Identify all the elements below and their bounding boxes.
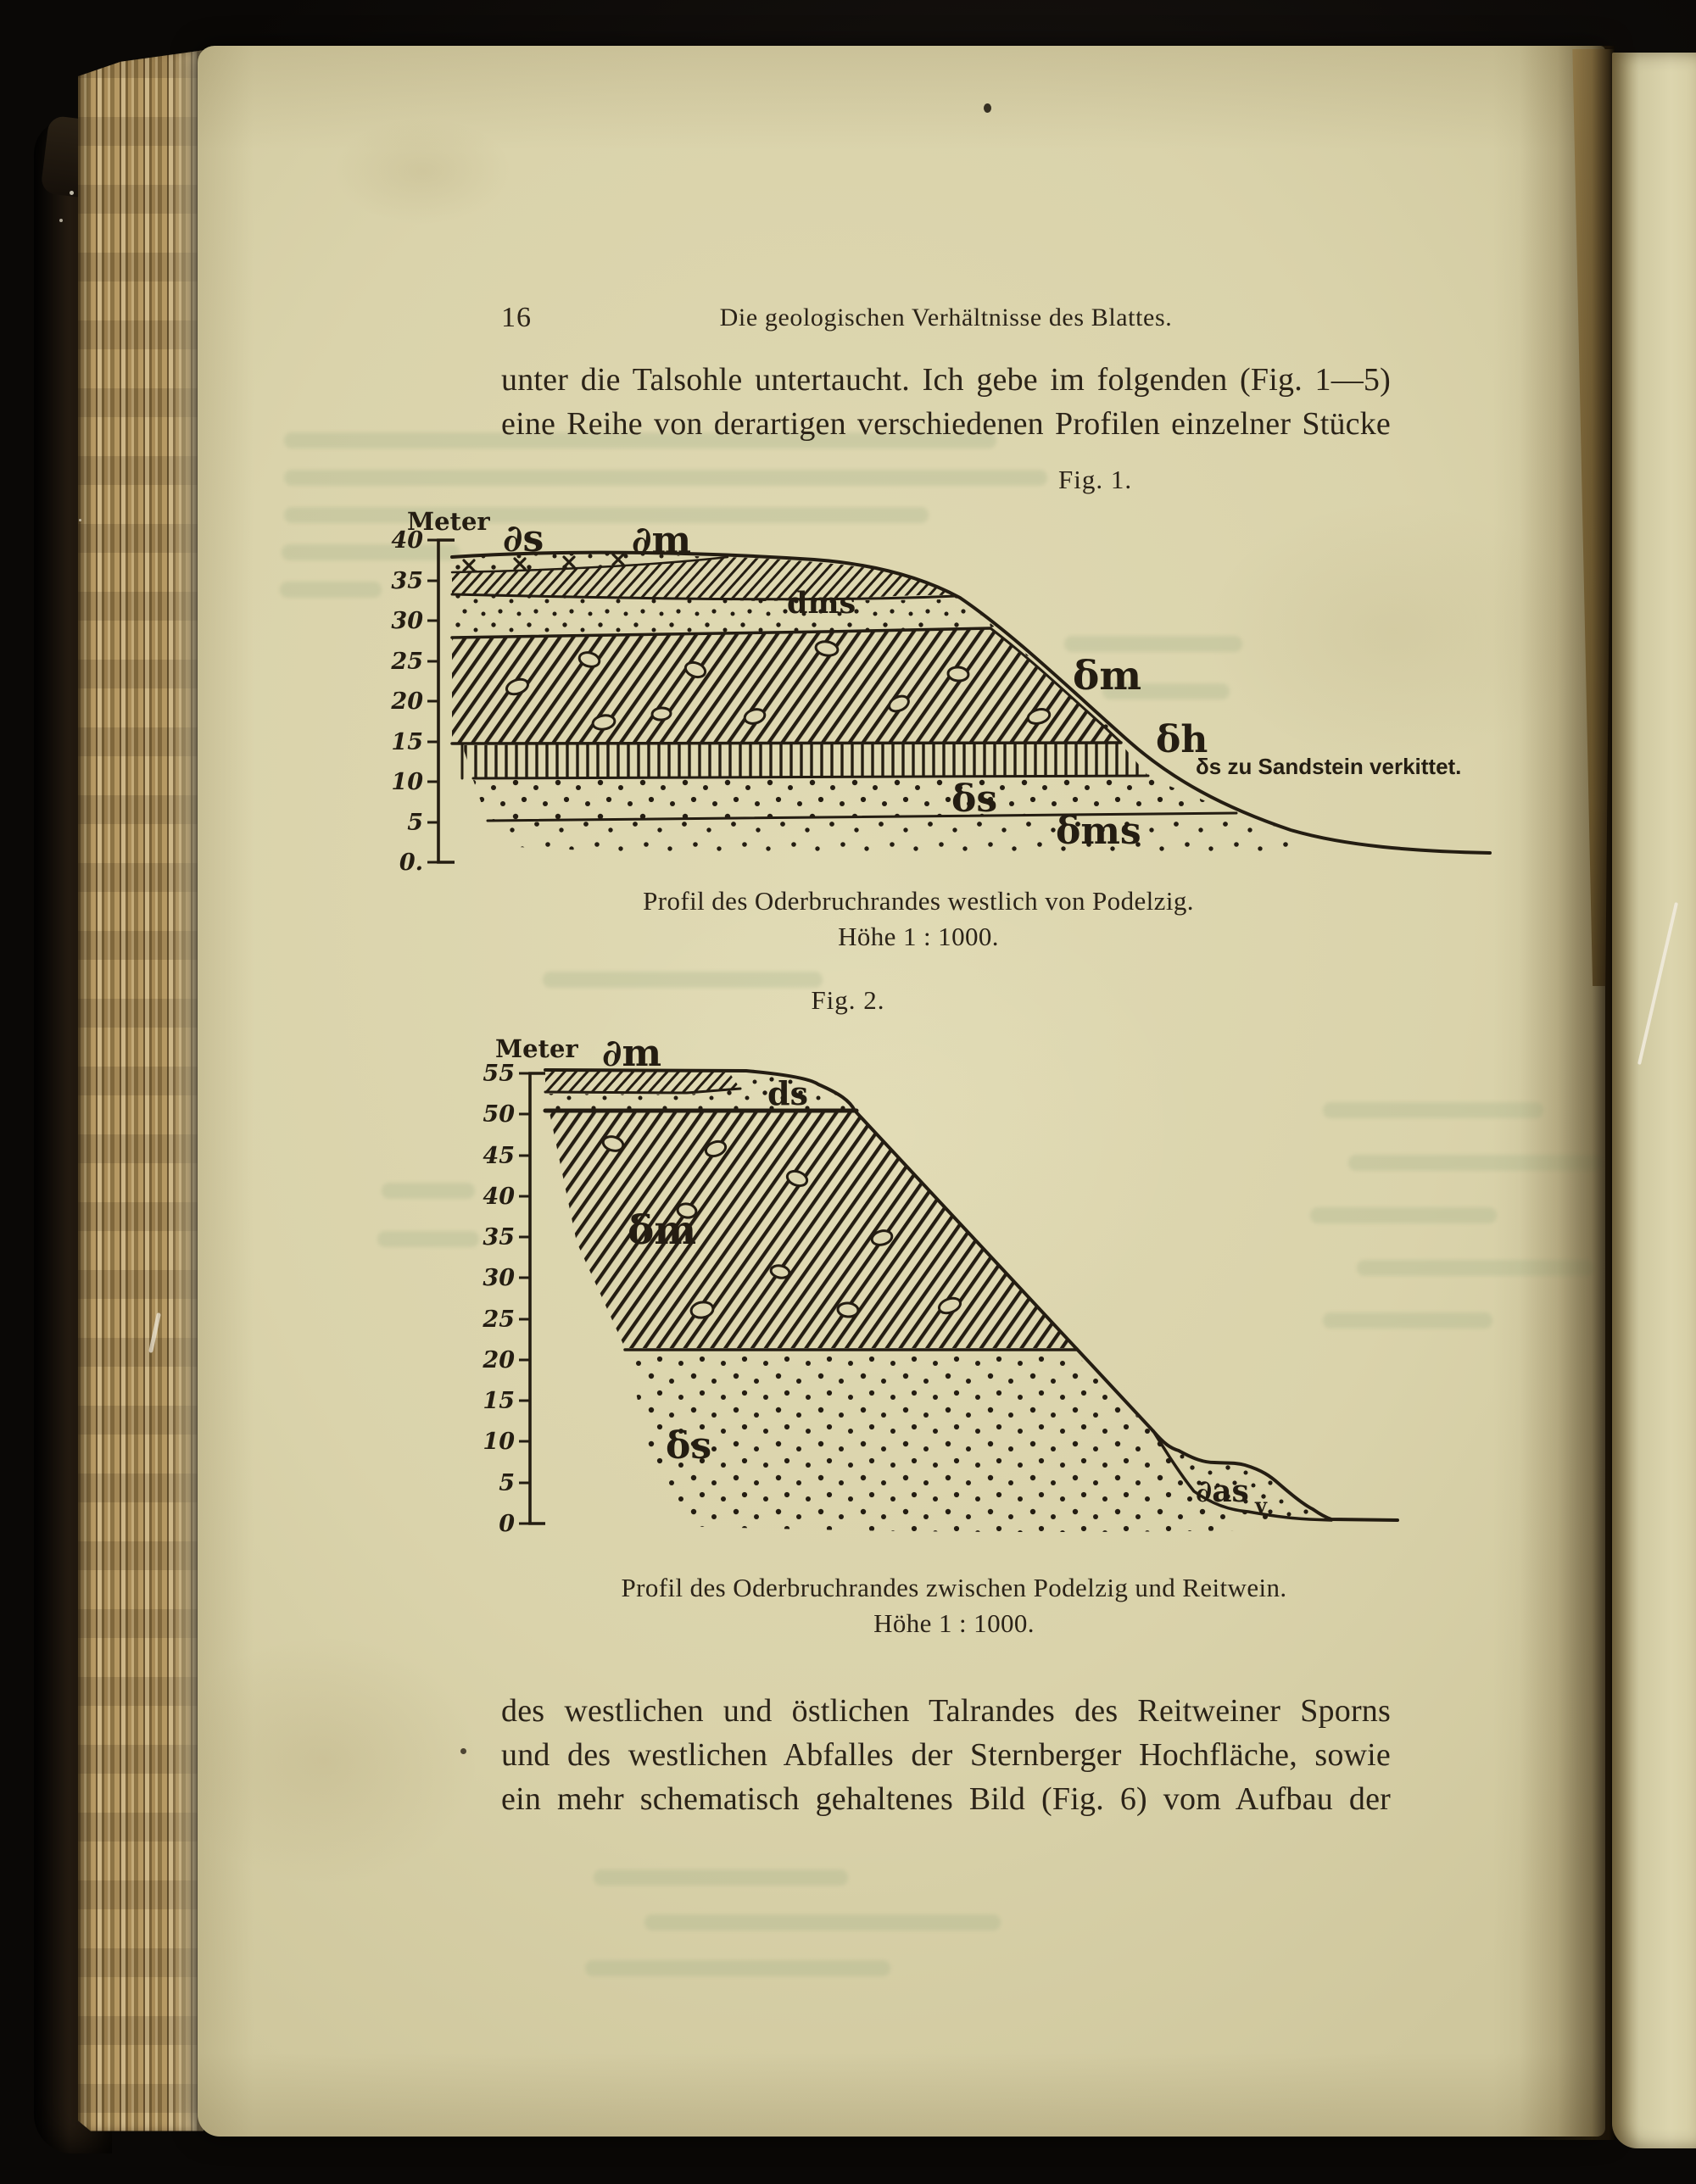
page-number: 16 <box>501 302 532 333</box>
fig2-boundaries <box>543 1068 1399 1522</box>
svg-text:40: 40 <box>391 527 423 554</box>
gutter-shadow <box>1520 46 1615 2140</box>
fig1-label-top-marl: ∂m <box>632 519 691 562</box>
fig2-label-valley-sand-subscript: v <box>1254 1493 1268 1518</box>
svg-text:35: 35 <box>391 568 423 594</box>
ink-speck <box>460 1748 466 1754</box>
show-through-mark <box>1323 1102 1543 1118</box>
fig1-layers <box>452 553 1327 854</box>
fig2-heading: Fig. 2. <box>811 985 885 1015</box>
fig2-label-lower-sand: δs <box>666 1424 711 1468</box>
fig2-axis <box>519 1072 545 1525</box>
svg-text:50: 50 <box>483 1101 515 1128</box>
fig1-axis-ticks: 40 35 30 25 20 15 10 5 0. <box>390 527 423 876</box>
fig1-label-lower-dms: δms <box>1056 810 1141 853</box>
show-through-mark <box>284 507 929 523</box>
fig1-axis <box>427 538 455 864</box>
svg-text:25: 25 <box>390 649 423 675</box>
fig2-label-ds: ds <box>767 1074 808 1112</box>
fig2-label-lower-marl: δm <box>628 1207 696 1254</box>
fig2-profile-drawing: Meter 55 50 45 40 35 30 25 20 15 10 5 0 <box>482 1032 1399 1537</box>
fig2-till-stones <box>601 1135 962 1319</box>
running-title: Die geologischen Verhältnisse des Blatte… <box>719 304 1173 332</box>
dust-speck <box>59 219 63 222</box>
fig1-caption: Profil des Oderbruchrandes westlich von … <box>452 883 1385 955</box>
fig2-axis-unit: Meter <box>495 1034 578 1063</box>
fig1-sand-x-marks <box>462 553 625 572</box>
paragraph-top: unter die Talsohle untertaucht. Ich gebe… <box>501 358 1391 446</box>
fig1-profile-drawing: Meter 40 35 30 25 20 15 10 5 0. <box>390 507 1492 876</box>
fig1-label-dms: dms <box>787 586 856 621</box>
fig1-label-lower-h: δh <box>1156 718 1208 761</box>
ink-speck <box>984 103 991 113</box>
svg-text:15: 15 <box>391 729 423 755</box>
dust-speck <box>70 191 74 195</box>
svg-text:40: 40 <box>483 1184 515 1210</box>
fig1-label-lower-sand: δs <box>951 777 997 821</box>
show-through-mark <box>284 470 1047 486</box>
svg-text:15: 15 <box>483 1388 515 1414</box>
dust-speck <box>79 519 81 521</box>
page-edge-stack <box>78 50 204 2131</box>
svg-text:0: 0 <box>499 1511 515 1537</box>
fig1-heading: Fig. 1. <box>1058 465 1133 494</box>
show-through-mark <box>377 1231 479 1247</box>
fig1-label-sandstone-note: δs zu Sandstein verkittet. <box>1196 754 1461 779</box>
show-through-mark <box>282 544 460 560</box>
svg-text:55: 55 <box>483 1061 515 1087</box>
svg-text:0.: 0. <box>399 850 423 876</box>
svg-text:25: 25 <box>482 1306 515 1333</box>
show-through-mark <box>284 432 996 448</box>
svg-text:35: 35 <box>483 1224 515 1251</box>
fig2-axis-ticks: 55 50 45 40 35 30 25 20 15 10 5 0 <box>482 1061 515 1537</box>
show-through-mark <box>382 1183 475 1199</box>
fig2-label-valley-sand: ∂as <box>1196 1474 1249 1509</box>
show-through-mark <box>1323 1312 1492 1329</box>
fig1-till-stones <box>505 640 1052 731</box>
fig2-layers <box>545 1071 1327 1533</box>
svg-text:10: 10 <box>391 769 423 795</box>
show-through-mark <box>280 582 382 598</box>
svg-text:30: 30 <box>391 608 423 634</box>
svg-text:10: 10 <box>483 1429 515 1455</box>
book-page: 16 Die geologischen Verhältnisse des Bla… <box>198 46 1605 2137</box>
fig1-label-lower-marl: δm <box>1073 653 1141 699</box>
fig2-scale-note: Höhe 1 : 1000. <box>873 1608 1035 1638</box>
fig2-caption-line: Profil des Oderbruchrandes zwischen Pode… <box>621 1573 1287 1602</box>
svg-text:5: 5 <box>407 810 423 836</box>
svg-text:30: 30 <box>483 1265 515 1291</box>
svg-text:20: 20 <box>390 688 423 715</box>
paragraph-bottom: des westlichen und östlichen Talrandes d… <box>501 1689 1391 1821</box>
svg-text:45: 45 <box>483 1143 515 1169</box>
show-through-mark <box>594 1869 848 1886</box>
show-through-mark <box>1310 1207 1497 1223</box>
show-through-mark <box>1064 636 1242 652</box>
paragraph-top-line: unter die Talsohle untertaucht. Ich gebe… <box>501 362 1391 398</box>
svg-text:5: 5 <box>499 1470 515 1496</box>
fig1-scale-note: Höhe 1 : 1000. <box>838 922 999 951</box>
paragraph-bottom-line: des westlichen und östlichen Talrandes d… <box>501 1693 1391 1729</box>
fig1-caption-line: Profil des Oderbruchrandes westlich von … <box>643 886 1194 916</box>
next-page-sliver <box>1612 53 1696 2148</box>
fig1-label-top-sand: ∂s <box>503 517 544 560</box>
fig2-caption: Profil des Oderbruchrandes zwischen Pode… <box>486 1570 1422 1641</box>
show-through-mark <box>1102 683 1230 699</box>
svg-text:20: 20 <box>482 1347 515 1373</box>
fig2-label-top-marl: ∂m <box>602 1032 661 1075</box>
show-through-mark <box>543 972 823 988</box>
fig1-axis-unit: Meter <box>407 507 490 536</box>
paragraph-bottom-line: und des westlichen Abfalles der Sternber… <box>501 1737 1391 1773</box>
show-through-mark <box>644 1914 1001 1930</box>
show-through-mark <box>585 1960 890 1976</box>
paragraph-top-line: eine Reihe von derartigen verschiedenen … <box>501 406 1391 442</box>
paragraph-bottom-line: ein mehr schematisch gehaltenes Bild (Fi… <box>501 1781 1391 1817</box>
fig1-boundaries <box>450 550 1492 855</box>
